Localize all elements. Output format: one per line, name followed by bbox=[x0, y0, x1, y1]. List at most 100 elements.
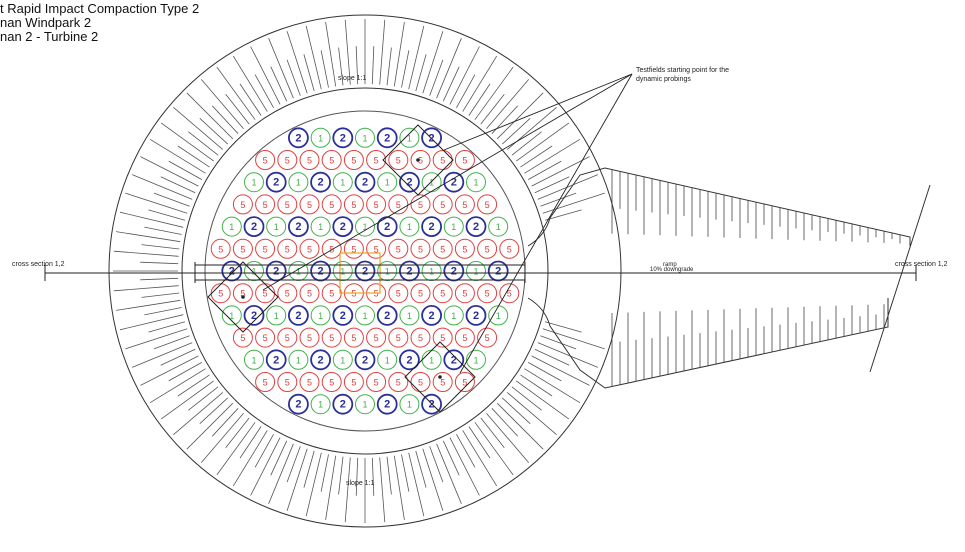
slope-tick bbox=[141, 244, 180, 250]
slope-tick bbox=[119, 314, 184, 331]
svg-text:5: 5 bbox=[507, 244, 512, 254]
svg-text:1: 1 bbox=[496, 311, 501, 321]
svg-text:5: 5 bbox=[418, 244, 423, 254]
slope-tick bbox=[144, 307, 182, 316]
compaction-point-type-5: 5 bbox=[321, 150, 342, 170]
title-line-2: nan Windpark 2 bbox=[0, 15, 92, 30]
compaction-point-type-2: 2 bbox=[443, 349, 465, 371]
svg-text:2: 2 bbox=[318, 266, 324, 278]
svg-text:1: 1 bbox=[296, 178, 301, 188]
svg-text:5: 5 bbox=[263, 333, 268, 343]
slope-tick bbox=[268, 443, 294, 504]
compaction-point-type-1: 1 bbox=[399, 394, 420, 415]
slope-tick bbox=[286, 448, 308, 511]
ramp-label-bottom: 10% downgrade bbox=[650, 267, 694, 273]
slope-inner-boundary bbox=[181, 87, 549, 455]
compaction-point-type-1: 1 bbox=[310, 305, 331, 326]
svg-text:2: 2 bbox=[473, 310, 479, 322]
svg-text:2: 2 bbox=[295, 132, 301, 144]
svg-text:2: 2 bbox=[318, 354, 324, 366]
svg-text:5: 5 bbox=[351, 289, 356, 299]
compaction-point-type-2: 2 bbox=[376, 127, 398, 149]
compaction-point-type-5: 5 bbox=[299, 150, 320, 170]
slope-tick bbox=[528, 362, 562, 382]
slope-tick bbox=[148, 321, 186, 333]
compaction-point-type-5: 5 bbox=[454, 283, 475, 304]
svg-text:5: 5 bbox=[307, 289, 312, 299]
compaction-point-type-5: 5 bbox=[232, 327, 253, 348]
svg-text:5: 5 bbox=[462, 333, 467, 343]
slope-tick bbox=[544, 209, 582, 221]
slope-tick bbox=[531, 156, 590, 187]
compaction-point-type-5: 5 bbox=[499, 283, 520, 304]
svg-text:5: 5 bbox=[374, 378, 379, 388]
svg-text:2: 2 bbox=[229, 266, 235, 278]
compaction-point-type-5: 5 bbox=[255, 194, 276, 215]
compaction-point-type-5: 5 bbox=[255, 283, 276, 304]
compaction-point-type-5: 5 bbox=[299, 194, 320, 215]
compaction-point-type-5: 5 bbox=[321, 194, 342, 215]
svg-text:5: 5 bbox=[396, 156, 401, 166]
svg-text:2: 2 bbox=[473, 221, 479, 233]
svg-text:5: 5 bbox=[418, 156, 423, 166]
compaction-point-type-5: 5 bbox=[299, 283, 320, 304]
svg-text:1: 1 bbox=[496, 222, 501, 232]
compaction-point-type-2: 2 bbox=[310, 171, 332, 193]
compaction-point-type-5: 5 bbox=[454, 372, 475, 392]
compaction-point-type-1: 1 bbox=[421, 349, 442, 370]
slope-tick bbox=[386, 47, 392, 86]
slope-tick bbox=[254, 434, 274, 468]
slope-tick bbox=[132, 174, 193, 200]
testfield-bottom-right bbox=[404, 341, 476, 413]
svg-text:1: 1 bbox=[429, 267, 434, 277]
compaction-point-type-2: 2 bbox=[265, 349, 287, 371]
compaction-point-type-2: 2 bbox=[287, 127, 309, 149]
svg-text:5: 5 bbox=[307, 244, 312, 254]
svg-text:5: 5 bbox=[374, 200, 379, 210]
svg-text:2: 2 bbox=[384, 399, 390, 411]
compaction-point-type-5: 5 bbox=[277, 238, 298, 259]
slope-tick bbox=[140, 355, 199, 386]
slope-tick bbox=[534, 176, 570, 194]
slope-tick bbox=[305, 452, 322, 517]
compaction-point-type-5: 5 bbox=[432, 238, 453, 259]
slope-tick bbox=[200, 412, 244, 463]
compaction-point-type-5: 5 bbox=[410, 327, 431, 348]
slope-tick bbox=[371, 457, 375, 496]
svg-text:5: 5 bbox=[285, 289, 290, 299]
slope-tick bbox=[286, 59, 301, 96]
svg-text:1: 1 bbox=[385, 267, 390, 277]
svg-text:5: 5 bbox=[374, 289, 379, 299]
svg-text:5: 5 bbox=[307, 333, 312, 343]
svg-text:1: 1 bbox=[385, 178, 390, 188]
svg-text:2: 2 bbox=[406, 177, 412, 189]
slope-tick bbox=[408, 452, 425, 517]
slope-tick bbox=[537, 174, 598, 200]
svg-text:2: 2 bbox=[318, 177, 324, 189]
svg-text:5: 5 bbox=[462, 156, 467, 166]
compaction-point-type-5: 5 bbox=[432, 372, 453, 392]
slope-tick bbox=[338, 456, 344, 495]
slope-tick bbox=[286, 31, 308, 94]
slope-tick bbox=[140, 261, 179, 265]
cross-section-line bbox=[44, 262, 917, 283]
compaction-point-type-2: 2 bbox=[332, 216, 354, 238]
svg-text:1: 1 bbox=[407, 222, 412, 232]
slope-tick bbox=[542, 328, 605, 350]
slope-tick bbox=[511, 386, 542, 411]
svg-text:1: 1 bbox=[340, 267, 345, 277]
slope-tick bbox=[516, 380, 570, 420]
testfield-left bbox=[207, 261, 279, 333]
compaction-point-type-5: 5 bbox=[277, 194, 298, 215]
compaction-point-type-5: 5 bbox=[255, 327, 276, 348]
slope-tick bbox=[188, 131, 219, 156]
slope-tick bbox=[422, 31, 444, 94]
svg-text:2: 2 bbox=[362, 177, 368, 189]
slope-tick bbox=[474, 66, 514, 120]
svg-text:5: 5 bbox=[329, 200, 334, 210]
svg-text:5: 5 bbox=[418, 378, 423, 388]
slope-tick bbox=[371, 46, 375, 85]
svg-text:2: 2 bbox=[340, 399, 346, 411]
slope-outer-boundary bbox=[108, 14, 622, 528]
slope-tick bbox=[225, 94, 250, 125]
